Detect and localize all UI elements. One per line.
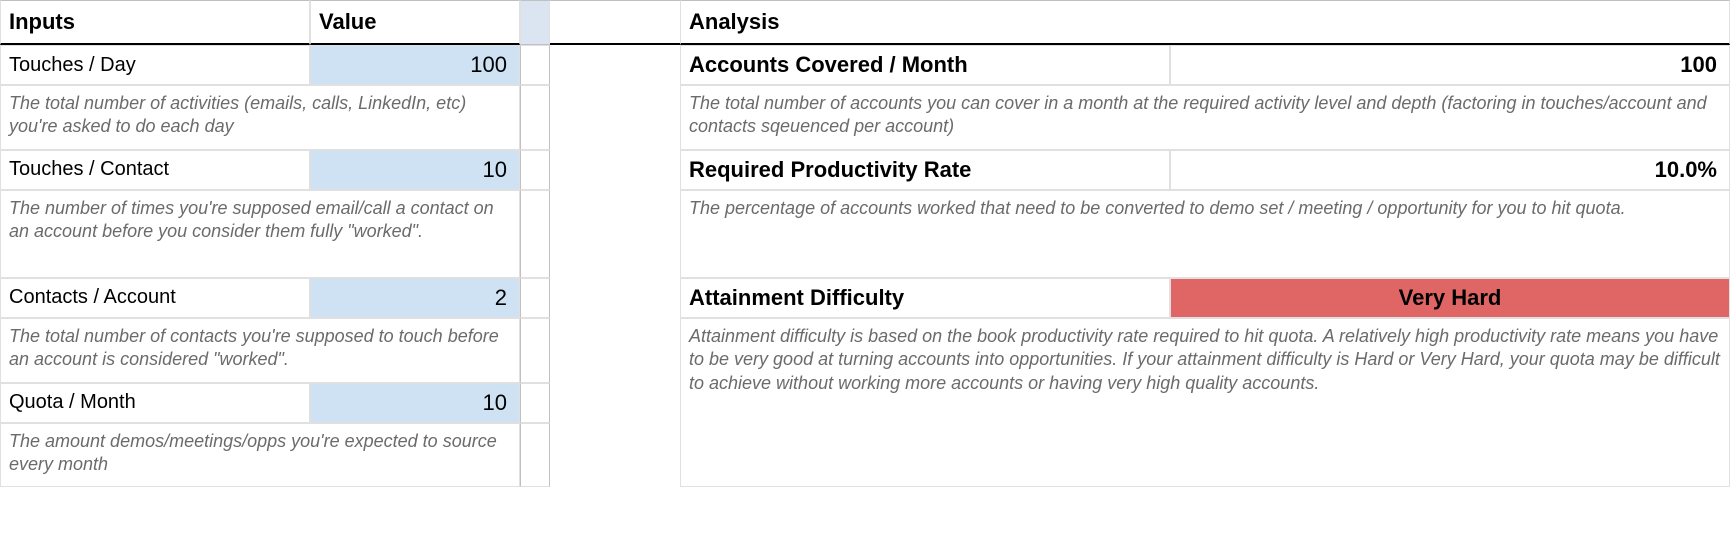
input-label-quota-month: Quota / Month (0, 383, 310, 423)
metric-value-productivity-rate: 10.0% (1170, 150, 1730, 190)
metric-value-attainment-difficulty: Very Hard (1170, 278, 1730, 318)
gap (550, 278, 680, 318)
input-label-touches-contact: Touches / Contact (0, 150, 310, 190)
gap (550, 318, 680, 383)
input-value-quota-month[interactable]: 10 (310, 383, 520, 423)
input-value-touches-contact[interactable]: 10 (310, 150, 520, 190)
gap (550, 190, 680, 278)
input-desc-quota-month: The amount demos/meetings/opps you're ex… (0, 423, 520, 488)
metric-desc-attainment-difficulty: Attainment difficulty is based on the bo… (680, 318, 1730, 488)
metric-label-productivity-rate: Required Productivity Rate (680, 150, 1170, 190)
spreadsheet: Inputs Value Analysis Touches / Day 100 … (0, 0, 1734, 487)
input-desc-touches-day: The total number of activities (emails, … (0, 85, 520, 150)
metric-value-accounts-covered: 100 (1170, 45, 1730, 85)
gap (550, 150, 680, 190)
spacer-header (520, 0, 550, 45)
input-desc-touches-contact: The number of times you're supposed emai… (0, 190, 520, 278)
spacer (520, 318, 550, 383)
inputs-header: Inputs (0, 0, 310, 45)
input-value-contacts-account[interactable]: 2 (310, 278, 520, 318)
metric-label-accounts-covered: Accounts Covered / Month (680, 45, 1170, 85)
metric-label-attainment-difficulty: Attainment Difficulty (680, 278, 1170, 318)
spacer (520, 190, 550, 278)
input-label-touches-day: Touches / Day (0, 45, 310, 85)
analysis-header: Analysis (680, 0, 1730, 45)
metric-desc-productivity-rate: The percentage of accounts worked that n… (680, 190, 1730, 278)
spacer (520, 423, 550, 488)
input-desc-contacts-account: The total number of contacts you're supp… (0, 318, 520, 383)
input-label-contacts-account: Contacts / Account (0, 278, 310, 318)
gap (550, 85, 680, 150)
spacer (520, 150, 550, 190)
spacer (520, 383, 550, 423)
gap (550, 45, 680, 85)
gap (550, 383, 680, 423)
gap-header (550, 0, 680, 45)
value-header: Value (310, 0, 520, 45)
spacer (520, 85, 550, 150)
gap (550, 423, 680, 488)
spacer (520, 278, 550, 318)
input-value-touches-day[interactable]: 100 (310, 45, 520, 85)
metric-desc-accounts-covered: The total number of accounts you can cov… (680, 85, 1730, 150)
spacer (520, 45, 550, 85)
